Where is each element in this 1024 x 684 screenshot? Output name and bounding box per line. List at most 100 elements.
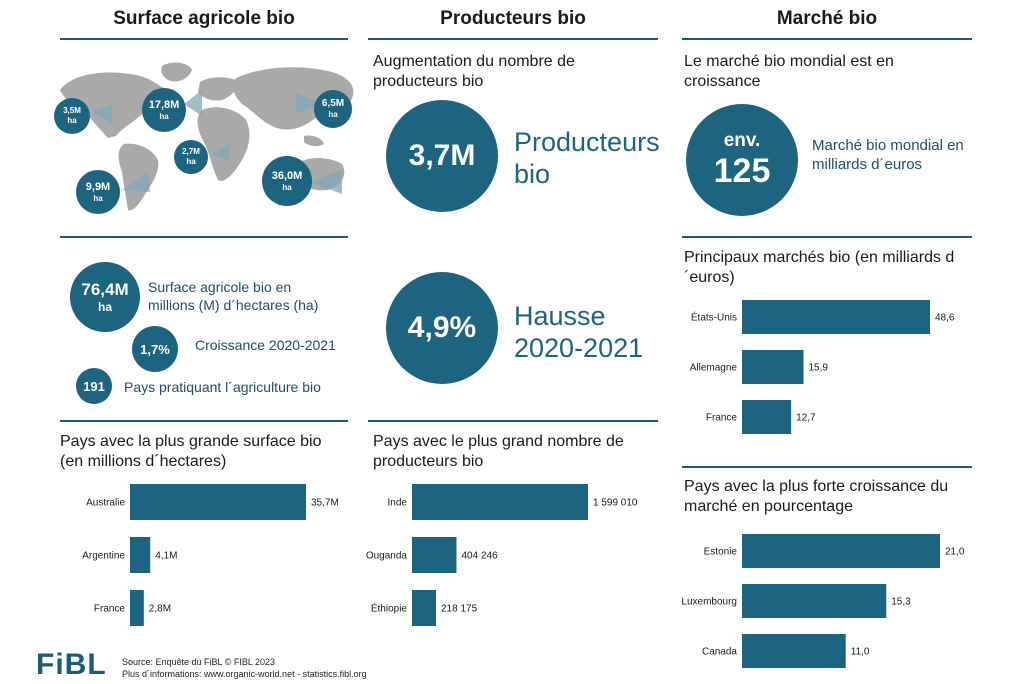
- chart-surface: Australie 35,7M Argentine 4,1M France 2,8M: [60, 484, 360, 634]
- market-circle-value: 125: [713, 152, 771, 190]
- map-badge-value: 3,5M: [63, 106, 81, 115]
- map-badge-unit: ha: [186, 157, 196, 166]
- bar-value-label: 404 246: [461, 551, 498, 562]
- footer-more-line: Plus d´informations: www.organic-world.n…: [122, 669, 367, 679]
- divider: [368, 38, 658, 40]
- chart-surface-svg: Australie 35,7M Argentine 4,1M France 2,8M: [82, 484, 339, 626]
- chart-title-markets: Principaux marchés bio (en milliards d´e…: [684, 249, 955, 286]
- map-badge-africa: 2,7M ha: [174, 140, 208, 174]
- footer-source-line: Source: Enquête du FiBL © FIBL 2023: [122, 657, 276, 667]
- countries-circle: 191: [76, 368, 112, 404]
- map-badge-unit: ha: [67, 116, 77, 125]
- divider: [60, 38, 348, 40]
- bar: [412, 590, 437, 626]
- bar: [130, 590, 144, 626]
- producers-count-value: 3,7M: [408, 139, 476, 172]
- chart-title-surface: Pays avec la plus grande surface bio (en…: [60, 433, 322, 470]
- divider: [60, 236, 348, 238]
- market-circle-top: env.: [723, 130, 761, 151]
- chart-title-growth: Pays avec la plus forte croissance du ma…: [684, 478, 949, 515]
- bar-category-label: Ouganda: [366, 551, 408, 562]
- bar: [742, 350, 804, 384]
- surface-area-text: Surface agricole bio en millions (M) d´h…: [148, 279, 319, 313]
- fibl-logo: FiBL: [36, 648, 107, 681]
- bar: [742, 534, 940, 568]
- surface-growth-text: Croissance 2020-2021: [195, 337, 336, 353]
- producers-count-circle: 3,7M: [386, 100, 498, 212]
- bar-value-label: 11,0: [851, 647, 870, 658]
- bar-value-label: 15,3: [891, 597, 911, 608]
- producers-count-label-1: Producteurs: [514, 127, 660, 157]
- bar-category-label: Inde: [388, 498, 408, 509]
- market-circle: env. 125: [686, 104, 798, 216]
- producers-rise-circle: 4,9%: [386, 272, 498, 384]
- map-badge-value: 36,0M: [271, 169, 303, 182]
- bar: [130, 484, 306, 520]
- bar-category-label: Australie: [86, 498, 125, 509]
- producers-rise-label-1: Hausse: [514, 301, 606, 331]
- column-title-surface: Surface agricole bio: [113, 8, 295, 29]
- divider: [682, 236, 972, 238]
- chart-markets-svg: États-Unis 48,6 Allemagne 15,9 France 12,7: [690, 300, 955, 434]
- bar-category-label: États-Unis: [691, 311, 737, 324]
- surface-area-value: 76,4M: [81, 280, 129, 299]
- divider: [368, 420, 658, 422]
- map-badge-europe: 17,8M ha: [142, 88, 186, 132]
- map-badge-unit: ha: [159, 111, 169, 121]
- chart-growth: Estonie 21,0 Luxembourg 15,3 Canada 11,0: [680, 534, 980, 684]
- bar-value-label: 12,7: [796, 413, 816, 424]
- map-badge-north-america: 3,5M ha: [54, 98, 90, 134]
- footer-source: Source: Enquête du FiBL © FIBL 2023 Plus…: [122, 656, 367, 680]
- producers-heading: Augmentation du nombre de producteurs bi…: [373, 53, 575, 90]
- producers-rise-value: 4,9%: [407, 311, 477, 344]
- bar-value-label: 1 599 010: [593, 498, 638, 509]
- bar-category-label: France: [94, 604, 126, 615]
- divider: [682, 38, 972, 40]
- bar-category-label: Éthiopie: [371, 602, 408, 615]
- surface-growth-value: 1,7%: [140, 341, 170, 357]
- bar-value-label: 2,8M: [149, 604, 171, 615]
- bar: [742, 400, 792, 434]
- map-badge-asia: 6,5M ha: [314, 90, 352, 128]
- map-badge-latin-america: 9,9M ha: [76, 170, 120, 214]
- map-badge-unit: ha: [328, 110, 338, 119]
- bar-value-label: 4,1M: [155, 551, 177, 562]
- bar: [742, 584, 887, 618]
- world-map: 3,5M ha 17,8M ha 6,5M ha 2,7M ha 36,0M h…: [52, 52, 362, 217]
- surface-area-circle: 76,4M ha: [70, 262, 140, 332]
- column-title-market: Marché bio: [776, 8, 878, 29]
- bar: [130, 537, 151, 573]
- map-badge-unit: ha: [93, 193, 103, 203]
- column-title-producers: Producteurs bio: [440, 8, 586, 29]
- bar: [742, 634, 846, 668]
- producers-count-label-2: bio: [514, 159, 551, 189]
- divider: [60, 420, 348, 422]
- bar-category-label: Estonie: [704, 547, 738, 558]
- bar-value-label: 21,0: [945, 547, 965, 558]
- producers-rise-label-2: 2020-2021: [514, 333, 644, 363]
- bar-value-label: 35,7M: [311, 498, 339, 509]
- bar-value-label: 48,6: [935, 313, 955, 324]
- map-badge-value: 6,5M: [321, 98, 345, 109]
- map-badge-unit: ha: [282, 182, 292, 192]
- bar-category-label: Allemagne: [690, 363, 738, 374]
- chart-producers-svg: Inde 1 599 010 Ouganda 404 246 Éthiopie 218 1…: [366, 484, 638, 626]
- bar: [412, 484, 588, 520]
- bar: [742, 300, 930, 334]
- map-badge-oceania: 36,0M ha: [262, 156, 312, 206]
- divider: [682, 466, 972, 468]
- chart-markets: États-Unis 48,6 Allemagne 15,9 France 12,7: [680, 300, 980, 450]
- bar-value-label: 15,9: [809, 363, 829, 374]
- bar-category-label: Canada: [702, 647, 737, 658]
- map-badge-value: 2,7M: [182, 147, 200, 156]
- surface-growth-circle: 1,7%: [132, 326, 178, 372]
- bar-category-label: Luxembourg: [681, 597, 737, 608]
- bar: [412, 537, 457, 573]
- bar-category-label: France: [706, 413, 738, 424]
- map-badge-value: 17,8M: [148, 98, 180, 111]
- chart-growth-svg: Estonie 21,0 Luxembourg 15,3 Canada 11,0: [681, 534, 965, 668]
- countries-text: Pays pratiquant l´agriculture bio: [124, 379, 321, 395]
- chart-title-producers: Pays avec le plus grand nombre de produc…: [373, 433, 624, 470]
- bar-category-label: Argentine: [82, 551, 125, 562]
- bar-value-label: 218 175: [441, 604, 478, 615]
